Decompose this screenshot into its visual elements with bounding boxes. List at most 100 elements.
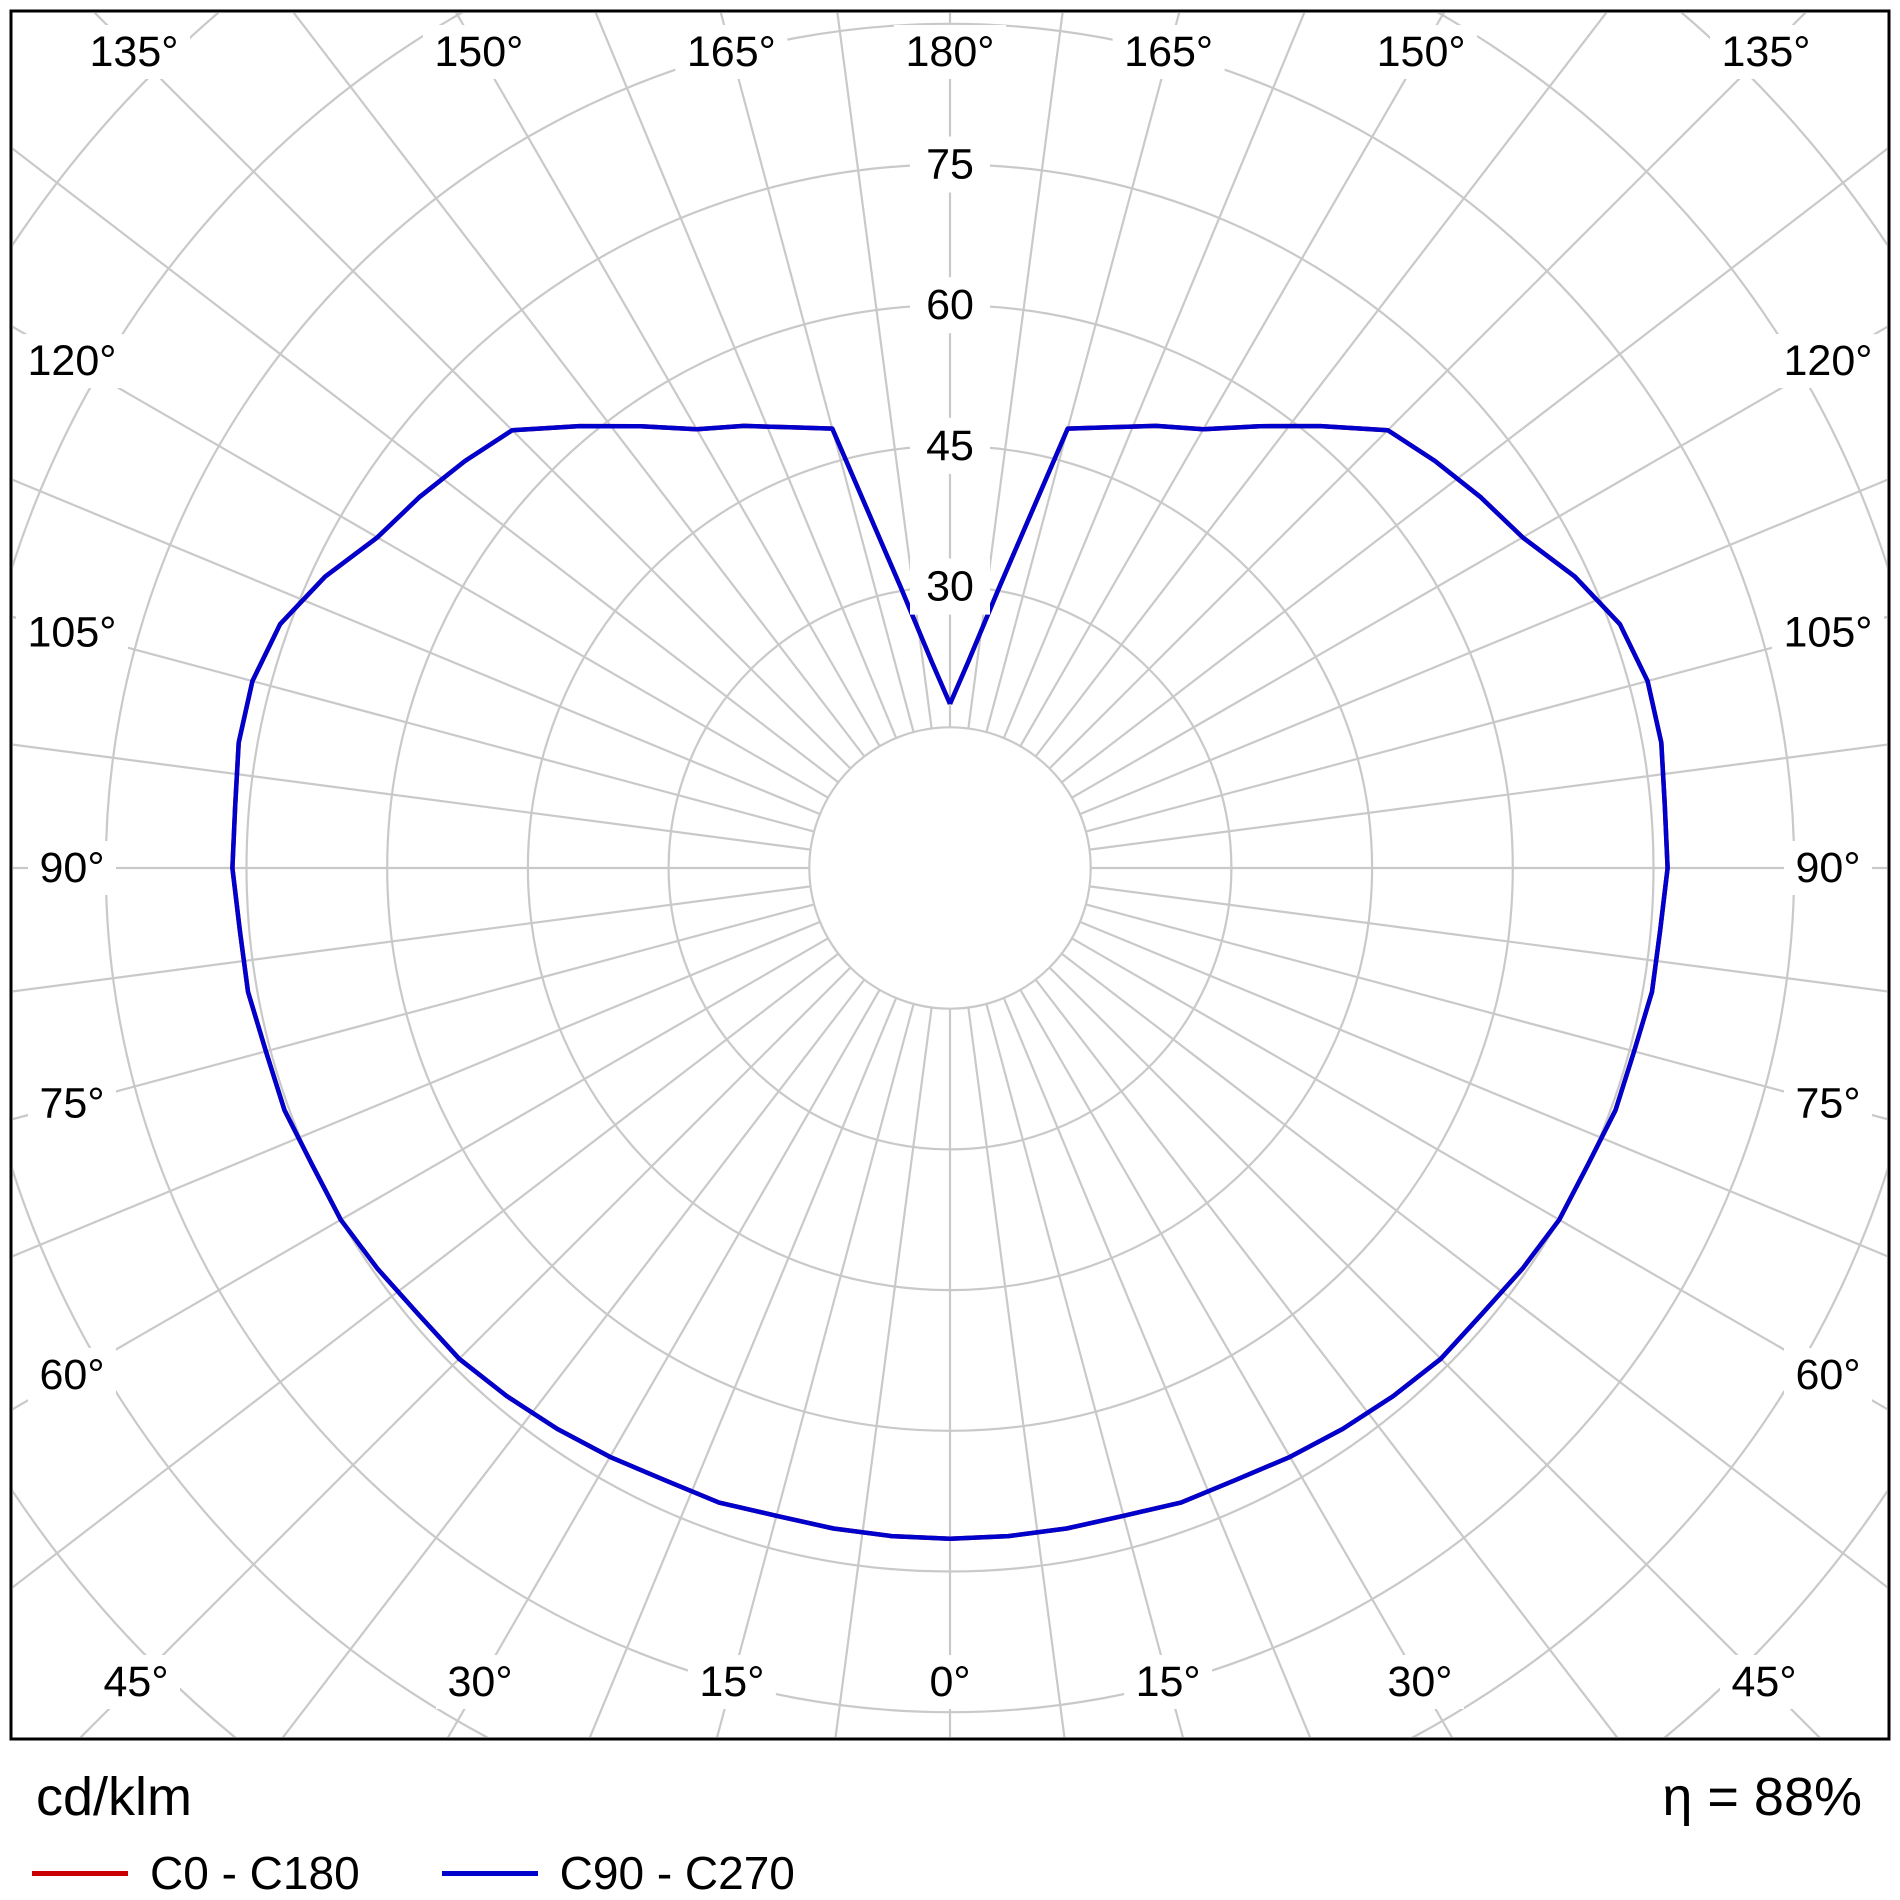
grid-spoke: [13, 937, 829, 1411]
angle-label: 90°: [39, 844, 104, 892]
efficiency-label: η = 88%: [1662, 1767, 1862, 1827]
angle-label: 165°: [1124, 28, 1213, 76]
ring-label: 45: [926, 422, 974, 470]
angle-label: 120°: [28, 337, 117, 385]
angle-labels: 0° 15° 15° 30° 30° 45° 45° 60° 60° 75° 75° 90° 90° 10…: [16, 25, 1884, 1709]
grid-spoke: [1019, 989, 1453, 1737]
grid-spoke: [836, 13, 933, 729]
grid-spoke: [967, 13, 1064, 729]
angle-label-mask: [1124, 1655, 1213, 1709]
angle-label-mask: [675, 25, 788, 79]
legend: C0 - C180 C90 - C270: [0, 1846, 1900, 1900]
legend-swatch-c90-c270: [441, 1870, 538, 1876]
legend-swatch-c0-c180: [32, 1870, 128, 1876]
grid-spoke: [13, 952, 840, 1589]
angle-label-mask: [436, 1655, 525, 1709]
grid-spoke: [1002, 13, 1306, 739]
angle-label-mask: [687, 1655, 776, 1709]
grid-spoke: [1089, 743, 1887, 851]
angle-label: 45°: [1731, 1658, 1796, 1706]
grid-spoke: [834, 1007, 933, 1737]
grid-spoke: [13, 885, 811, 993]
grid-spoke: [1019, 13, 1445, 747]
legend-item-c0-c180: C0 - C180: [32, 1846, 360, 1900]
grid-spoke: [1034, 978, 1619, 1737]
grid-spoke: [967, 1007, 1066, 1737]
grid-spoke: [13, 478, 821, 816]
ring-label-mask: [910, 558, 990, 615]
ring-label-mask: [910, 277, 990, 334]
angle-label-mask: [1365, 25, 1478, 79]
ring-labels: 30 45 60 75: [910, 136, 990, 615]
grid-spoke: [1071, 937, 1887, 1411]
grid-spoke: [1048, 13, 1807, 770]
angle-label: 0°: [929, 1658, 970, 1706]
angle-label-mask: [16, 334, 128, 389]
angle-label: 135°: [90, 28, 179, 76]
curves: [230, 423, 1670, 1541]
angle-label: 15°: [1136, 1658, 1201, 1706]
angle-label-mask: [92, 1655, 180, 1709]
grid-spoke: [594, 13, 898, 739]
angle-label-mask: [28, 1076, 116, 1131]
curve-c90-c270: [230, 423, 1670, 1541]
grid-spoke: [1060, 952, 1887, 1589]
angle-label-mask: [1112, 25, 1225, 79]
legend-item-c90-c270: C90 - C270: [441, 1846, 795, 1900]
angle-label: 60°: [1795, 1351, 1860, 1399]
grid-spoke: [292, 13, 866, 758]
angle-label-mask: [78, 25, 190, 79]
ring-label: 30: [926, 563, 974, 611]
ring-label: 60: [926, 281, 974, 329]
angle-label-mask: [28, 841, 116, 895]
angle-label: 60°: [39, 1351, 104, 1399]
angle-label-mask: [16, 605, 128, 660]
angle-label-mask: [1772, 334, 1884, 389]
angle-label: 120°: [1784, 337, 1873, 385]
grid-spoke: [1085, 903, 1887, 1121]
grid-spoke: [1085, 615, 1887, 833]
grid-spoke: [13, 147, 840, 784]
ring-label-mask: [910, 136, 990, 193]
legend-label-c90-c270: C90 - C270: [559, 1847, 795, 1899]
grid-spoke: [13, 903, 815, 1121]
angle-label-mask: [1772, 605, 1884, 660]
grid-spoke: [79, 966, 852, 1737]
unit-label: cd/klm: [36, 1767, 193, 1827]
angle-label: 30°: [1387, 1658, 1452, 1706]
angle-label: 75°: [1795, 1079, 1860, 1127]
polar-intensity-chart: 30 45 60 75 0° 15° 15° 30° 30° 45° 45° 60° 60° 75° 75°…: [9, 9, 1891, 1741]
grid-spoke: [588, 997, 898, 1737]
angle-label-mask: [1784, 1076, 1872, 1131]
angle-label-mask: [422, 25, 535, 79]
angle-label-mask: [1720, 1655, 1808, 1709]
legend-label-c0-c180: C0 - C180: [150, 1847, 360, 1899]
angle-label-mask: [1784, 1347, 1872, 1402]
angle-label-mask: [894, 25, 1006, 79]
angle-label-mask: [1375, 1655, 1464, 1709]
angle-label: 165°: [687, 28, 776, 76]
angle-label: 105°: [28, 609, 117, 657]
grid-spoke: [13, 920, 821, 1258]
ring-label: 75: [926, 141, 974, 189]
angle-label-mask: [28, 1347, 116, 1402]
angle-label: 90°: [1795, 844, 1860, 892]
angle-label-mask: [1784, 841, 1872, 895]
grid-spoke: [1048, 966, 1821, 1737]
grid-spoke: [13, 325, 829, 799]
angle-label-mask: [1710, 25, 1822, 79]
grid-spoke: [1089, 885, 1887, 993]
angle-label: 15°: [699, 1658, 764, 1706]
angle-label: 150°: [434, 28, 523, 76]
footer-top-row: cd/klm η = 88%: [0, 1752, 1900, 1828]
angle-label: 30°: [448, 1658, 513, 1706]
grid-spoke: [93, 13, 852, 770]
angle-label: 135°: [1722, 28, 1811, 76]
grid-spoke: [1060, 147, 1887, 784]
grid-spoke: [1002, 997, 1312, 1737]
grid-spoke: [1079, 478, 1887, 816]
grid-spoke: [1034, 13, 1608, 758]
grid-spoke: [455, 13, 881, 747]
ring-label-mask: [910, 417, 990, 474]
angle-label: 105°: [1784, 609, 1873, 657]
